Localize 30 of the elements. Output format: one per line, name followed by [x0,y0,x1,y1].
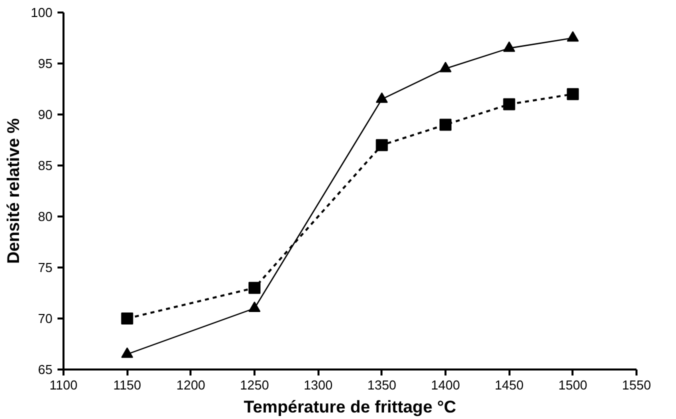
x-tick-label: 1500 [558,378,588,392]
y-tick-label: 90 [38,107,53,122]
y-tick-label: 65 [38,362,53,377]
y-tick-label: 70 [38,311,53,326]
x-tick-label: 1200 [176,378,206,392]
point [248,282,260,294]
x-tick-label: 1550 [622,378,651,392]
point [121,312,134,324]
point [440,62,452,72]
x-tick-label: 1300 [304,378,333,392]
point [503,41,516,52]
point [376,139,388,152]
x-tick-label: 1400 [431,378,460,392]
point [503,98,516,110]
x-tick-label: 1450 [494,378,524,392]
x-tick-label: 1250 [240,378,269,392]
point [566,31,579,42]
y-tick-label: 75 [38,260,53,275]
y-tick-label: 85 [38,158,53,173]
point [440,118,452,131]
x-axis-title: Température de frittage °C [244,398,456,416]
y-tick-label: 100 [30,5,53,20]
point [376,92,388,103]
x-tick-label: 1350 [367,378,396,392]
point [566,88,579,100]
y-tick-label: 95 [38,56,53,71]
y-axis-title: Densité relative % [4,118,23,264]
x-tick-label: 1100 [50,378,78,392]
y-tick-label: 80 [38,209,53,224]
x-tick-label: 1150 [113,378,142,392]
